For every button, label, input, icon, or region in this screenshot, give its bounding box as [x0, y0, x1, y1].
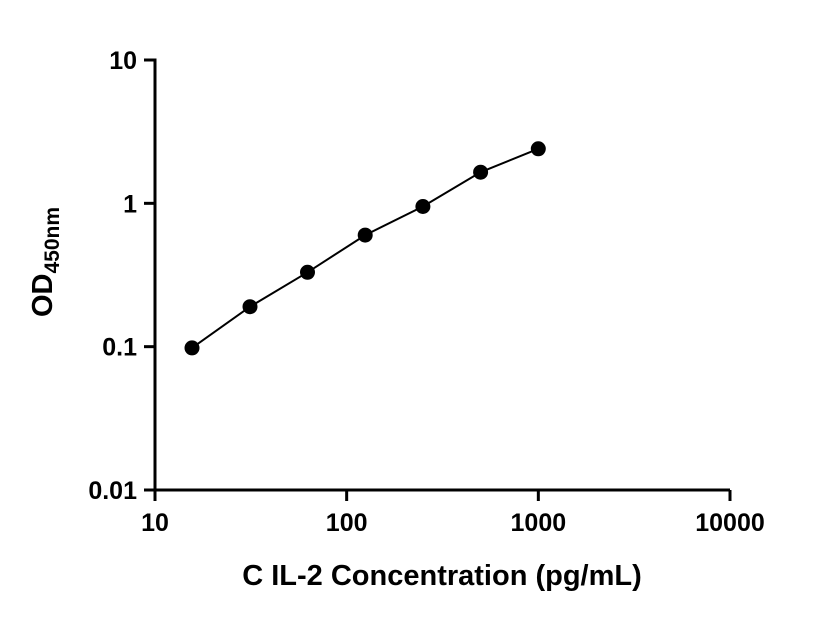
- plot-area: 10 100 1000 10000 0.01 0.1 1 10: [88, 47, 764, 537]
- y-tick-label: 0.1: [102, 334, 137, 362]
- y-axis-label-main: OD: [27, 274, 59, 318]
- y-axis-label: OD450nm: [27, 207, 64, 317]
- x-tick-label: 1000: [511, 509, 567, 537]
- data-point: [530, 141, 546, 157]
- x-tick-label: 100: [326, 509, 368, 537]
- data-point: [242, 299, 258, 315]
- data-point: [473, 164, 489, 180]
- x-tick-label: 10: [141, 509, 169, 537]
- x-axis-label: C IL-2 Concentration (pg/mL): [242, 560, 642, 592]
- data-point: [357, 227, 373, 243]
- y-tick-label: 10: [109, 47, 137, 75]
- data-point: [184, 340, 200, 356]
- y-axis-label-subscript: 450nm: [41, 207, 64, 274]
- x-tick-label: 10000: [695, 509, 765, 537]
- data-point: [300, 264, 315, 280]
- y-tick-label: 0.01: [88, 477, 137, 505]
- axes-frame: [153, 58, 730, 492]
- y-tick-label: 1: [123, 190, 137, 218]
- series-line: [191, 147, 539, 349]
- data-point: [415, 199, 431, 214]
